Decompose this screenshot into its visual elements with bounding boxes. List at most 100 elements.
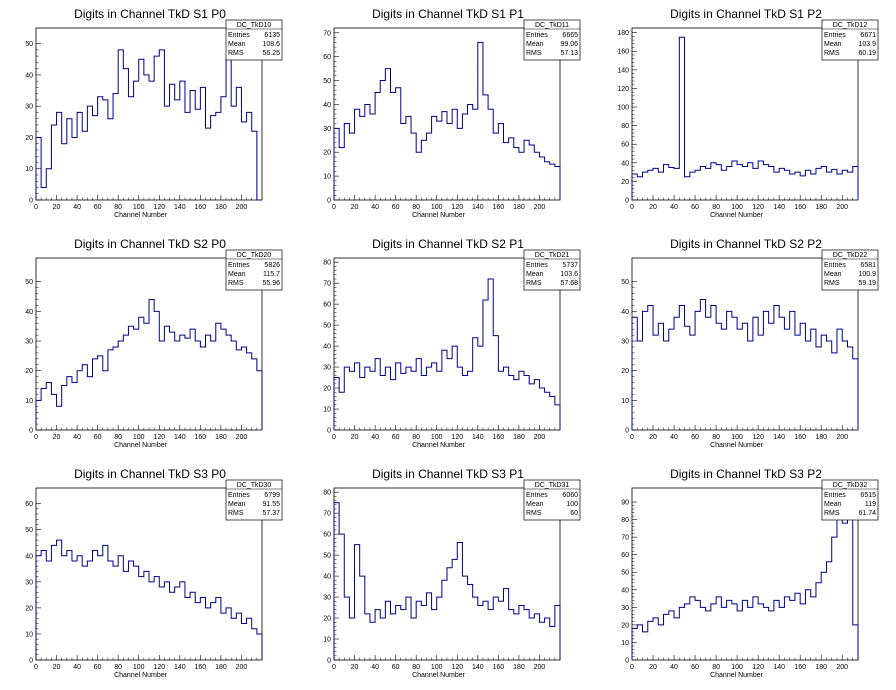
pad-4: Digits in Channel TkD S2 P0 0 10 20 30 40 50 0 2…: [0, 230, 298, 460]
y-tick-label: 0: [29, 198, 33, 205]
x-tick-label: 80: [712, 664, 720, 671]
stats-label: Entries: [526, 492, 548, 499]
x-tick-label: 140: [773, 664, 785, 671]
x-tick-label: 160: [794, 204, 806, 211]
x-tick-label: 40: [670, 664, 678, 671]
x-tick-label: 60: [94, 664, 102, 671]
x-axis-label: Channel Number: [710, 672, 764, 679]
x-tick-label: 20: [649, 664, 657, 671]
x-tick-label: 60: [691, 664, 699, 671]
stats-value: 5737: [562, 262, 578, 269]
stats-value: 108.6: [262, 41, 280, 48]
y-tick-label: 0: [625, 658, 629, 665]
x-axis-label: Channel Number: [412, 442, 466, 449]
stats-value: 59.19: [858, 280, 876, 287]
histogram-chart: Digits in Channel TkD S3 P1 0 10 20 30 40 50 60…: [323, 467, 581, 679]
y-tick-label: 60: [323, 302, 331, 309]
stats-value: 100: [566, 501, 578, 508]
y-tick-label: 60: [621, 142, 629, 149]
y-tick-label: 140: [617, 67, 629, 74]
y-tick-label: 80: [323, 260, 331, 267]
y-tick-label: 30: [621, 605, 629, 612]
y-tick-label: 40: [323, 574, 331, 581]
y-tick-label: 40: [25, 309, 33, 316]
x-tick-label: 160: [794, 434, 806, 441]
stats-label: RMS: [228, 510, 244, 517]
stats-label: Entries: [526, 32, 548, 39]
y-tick-label: 100: [617, 105, 629, 112]
y-tick-label: 20: [621, 179, 629, 186]
x-tick-label: 40: [670, 434, 678, 441]
y-tick-label: 50: [621, 570, 629, 577]
x-tick-label: 180: [215, 204, 227, 211]
y-tick-label: 30: [323, 365, 331, 372]
stats-value: 119: [865, 501, 876, 508]
stats-name: DC_TkD21: [535, 252, 570, 259]
chart-title: Digits in Channel TkD S1 P1: [372, 7, 524, 21]
y-tick-label: 20: [323, 616, 331, 623]
x-tick-label: 200: [236, 434, 248, 441]
y-tick-label: 20: [25, 605, 33, 612]
stats-name: DC_TkD11: [535, 22, 569, 29]
x-tick-label: 200: [236, 664, 248, 671]
x-tick-label: 180: [513, 434, 525, 441]
y-tick-label: 30: [621, 339, 629, 346]
x-axis-label: Channel Number: [114, 212, 168, 219]
x-tick-label: 100: [133, 204, 145, 211]
stats-value: 6581: [860, 262, 876, 269]
stats-label: RMS: [526, 510, 542, 517]
pad-3: Digits in Channel TkD S1 P2 0 20 40 60 80 100 1…: [596, 0, 894, 230]
stats-box: [821, 19, 879, 61]
x-tick-label: 20: [351, 204, 359, 211]
x-tick-label: 40: [73, 664, 81, 671]
x-axis-label: Channel Number: [114, 442, 168, 449]
stats-label: Mean: [526, 501, 544, 508]
plot-frame: [631, 27, 859, 201]
x-tick-label: 60: [392, 434, 400, 441]
y-tick-label: 40: [621, 309, 629, 316]
stats-label: RMS: [824, 510, 840, 517]
x-tick-label: 160: [794, 664, 806, 671]
x-tick-label: 0: [332, 204, 336, 211]
x-tick-label: 100: [431, 204, 443, 211]
stats-name: DC_TkD32: [833, 482, 868, 489]
y-tick-label: 90: [621, 500, 629, 507]
y-tick-label: 10: [621, 640, 629, 647]
y-tick-label: 0: [29, 428, 33, 435]
stats-name: DC_TkD30: [237, 482, 272, 489]
x-tick-label: 100: [133, 434, 145, 441]
stats-label: RMS: [526, 50, 542, 57]
histogram-series: [631, 510, 859, 660]
stats-box: [523, 19, 581, 61]
pad-7: Digits in Channel TkD S3 P0 0 10 20 30 40 50 60…: [0, 460, 298, 690]
chart-title: Digits in Channel TkD S2 P0: [74, 237, 226, 251]
stats-value: 61.74: [858, 510, 876, 517]
x-tick-label: 140: [773, 204, 785, 211]
y-tick-label: 30: [25, 104, 33, 111]
x-tick-label: 60: [392, 204, 400, 211]
x-tick-label: 120: [153, 434, 165, 441]
y-tick-label: 0: [327, 428, 331, 435]
y-tick-label: 80: [621, 517, 629, 524]
x-tick-label: 160: [195, 664, 207, 671]
x-tick-label: 80: [114, 434, 122, 441]
x-tick-label: 120: [451, 664, 463, 671]
stats-label: Entries: [228, 32, 250, 39]
stats-label: Entries: [228, 492, 250, 499]
stats-label: RMS: [824, 50, 840, 57]
y-tick-label: 0: [625, 428, 629, 435]
x-tick-label: 200: [836, 204, 848, 211]
x-tick-label: 200: [534, 204, 546, 211]
pad-6: Digits in Channel TkD S2 P2 0 10 20 30 40 50 0 2…: [596, 230, 894, 460]
stats-value: 91.55: [262, 501, 280, 508]
x-tick-label: 180: [815, 664, 827, 671]
stats-box: [225, 19, 283, 61]
stats-value: 6135: [264, 32, 280, 39]
x-tick-label: 20: [649, 434, 657, 441]
x-tick-label: 160: [195, 204, 207, 211]
y-tick-label: 40: [621, 587, 629, 594]
x-tick-label: 180: [215, 434, 227, 441]
histogram-series: [631, 36, 859, 200]
x-tick-label: 140: [174, 434, 186, 441]
